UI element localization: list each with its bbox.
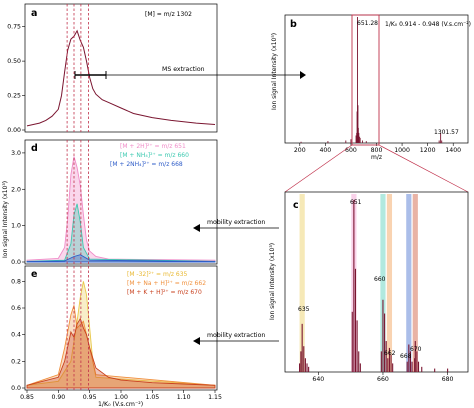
zoom-connector-left [284, 144, 353, 193]
panel-e-xtick-label: 1.10 [177, 394, 191, 401]
panel-c-peak-label-651: 651 [350, 199, 362, 206]
panel-c-band-635 [299, 194, 305, 372]
mobility-extraction-arrowhead-d [193, 224, 200, 232]
panel-a-frame [24, 3, 218, 133]
panel-e-xticks: 0.85 0.90 0.95 1.00 1.05 1.10 1.15 [20, 390, 222, 401]
panel-b-label: b [290, 19, 297, 30]
legend-d-651: [M + 2H]²⁺ = m/z 651 [120, 143, 186, 150]
panel-a-ytick-label: 0.50 [7, 58, 21, 65]
panel-c-band-670 [412, 194, 418, 372]
panel-e-xtick-label: 0.95 [83, 394, 97, 401]
panel-c-ylabel: Ion signal Intensity (x10³) [269, 243, 276, 320]
panel-e-series-area-1 [26, 305, 216, 389]
panel-a-annotation: [M] = m/z 1302 [145, 11, 192, 18]
panel-d-ylabel: Ion signal Intensity (x10³) [2, 181, 9, 258]
panel-a-mobilogram-line [26, 29, 216, 127]
panel-c-xtick-label: 640 [312, 376, 324, 383]
panel-e-xtick-label: 1.00 [114, 394, 128, 401]
panel-c-peak-label-670: 670 [410, 346, 422, 353]
panel-c-peak-label-668: 668 [400, 353, 412, 360]
panel-e-xtick-label: 0.90 [51, 394, 65, 401]
panel-e-series-area-0 [26, 281, 216, 389]
panel-d-frame [24, 139, 218, 265]
panel-b-xtick-label: 1000 [394, 147, 410, 154]
panel-b-xtick-label: 1400 [445, 147, 461, 154]
panel-e-ytick-label: 0.0 [11, 385, 21, 392]
panel-e-ytick-label: 0.4 [11, 332, 21, 339]
panel-d-ytick-label: 1.0 [11, 223, 21, 230]
panel-a: a [M] = m/z 1302 0.00 0.25 0.50 0.75 [7, 3, 218, 134]
panel-b-annotation: 1/K₀ 0.914 - 0.948 (V.s.cm⁻²) [385, 21, 471, 28]
panel-b-xlabel: m/z [371, 154, 382, 161]
panel-b-zoom-box [351, 14, 380, 146]
panel-e-label: e [31, 269, 37, 280]
panel-e-areas [26, 281, 216, 389]
panel-d: 0.0 1.0 2.0 3.0 d Ion signal Intensity (x10… [2, 139, 218, 266]
legend-d-668: [M + 2NH₄]²⁺ = m/z 668 [110, 161, 183, 168]
mobility-extraction-arrowhead-e [193, 337, 200, 345]
panel-c-peak-label-662: 662 [384, 350, 396, 357]
panel-e-ytick-label: 0.8 [11, 278, 21, 285]
panel-a-yticks: 0.00 0.25 0.50 0.75 [7, 24, 25, 134]
panel-b-xtick-label: 600 [345, 147, 357, 154]
panel-a-ytick-label: 0.00 [7, 127, 21, 134]
panel-c-label: c [293, 200, 299, 211]
ms-extraction-arrowhead [300, 71, 306, 79]
panel-c-xtick-label: 660 [377, 376, 389, 383]
panel-d-ytick-label: 3.0 [11, 150, 21, 157]
panel-a-label: a [31, 8, 37, 19]
panel-b-peaks [300, 17, 443, 143]
zoom-connector-right [378, 144, 469, 193]
panel-b-ylabel: Ion signal Intensity (x10⁵) [271, 33, 278, 110]
panel-c: 640 660 680 c Ion signal Intensity (x10³) … [269, 191, 469, 383]
panel-e: 0.0 0.2 0.4 0.6 0.8 0.85 0.90 0.95 1.00 1.05 1.10… [11, 265, 222, 408]
panel-e-xtick-label: 1.15 [208, 394, 222, 401]
panel-e-ytick-label: 0.2 [11, 358, 21, 365]
panel-e-ytick-label: 0.6 [11, 305, 21, 312]
panel-c-band-668 [406, 194, 412, 372]
panel-d-series-area-1 [26, 203, 216, 263]
panel-d-areas [26, 156, 216, 263]
legend-e-670: [M + K + H]²⁺ = m/z 670 [127, 289, 202, 296]
panel-e-yticks: 0.0 0.2 0.4 0.6 0.8 [11, 278, 25, 392]
panel-e-xlabel: 1/K₀ (V.s.cm⁻²) [98, 401, 143, 408]
mobility-guide-lines [66, 4, 89, 390]
panel-c-peak-label-660: 660 [374, 276, 386, 283]
legend-d-660: [M + NH₄]²⁺ = m/z 660 [120, 152, 189, 159]
panel-d-ytick-label: 2.0 [11, 186, 21, 193]
panel-c-xtick-label: 680 [442, 376, 454, 383]
panel-b-frame [284, 14, 469, 144]
panel-d-yticks: 0.0 1.0 2.0 3.0 [11, 150, 25, 266]
mobility-extraction-label-d: mobility extraction [207, 219, 265, 226]
panel-d-series-area-2 [26, 254, 216, 263]
legend-e-635: [M -32]²⁺ = m/z 635 [127, 271, 188, 278]
panel-d-ytick-label: 0.0 [11, 259, 21, 266]
panel-b: b 1/K₀ 0.914 - 0.948 (V.s.cm⁻²) Ion sign… [271, 14, 471, 161]
panel-b-xtick-label: 200 [294, 147, 306, 154]
panel-a-ytick-label: 0.25 [7, 93, 21, 100]
panel-e-xtick-label: 0.85 [20, 394, 34, 401]
panel-c-highlight-bands [299, 194, 418, 372]
panel-c-band-660 [380, 194, 386, 372]
panel-b-xtick-label: 1200 [420, 147, 436, 154]
panel-e-xtick-label: 1.05 [145, 394, 159, 401]
panel-c-frame [284, 191, 469, 373]
panel-b-peak-label-1301: 1301.57 [434, 129, 459, 136]
panel-b-peak-label-651: 651.28 [357, 20, 378, 27]
panel-d-label: d [31, 143, 38, 154]
panel-c-peak-label-635: 635 [298, 306, 310, 313]
panel-b-xticks: 200 400 600 800 1000 1200 1400 [294, 143, 461, 154]
panel-b-xtick-label: 400 [319, 147, 331, 154]
panel-c-xticks: 640 660 680 [312, 372, 454, 383]
mobility-extraction-label-e: mobility extraction [207, 332, 265, 339]
panel-d-series-area-0 [26, 156, 216, 263]
legend-e-662: [M + Na + H]²⁺ = m/z 662 [127, 280, 206, 287]
panel-a-ytick-label: 0.75 [7, 24, 21, 31]
ms-extraction-label: MS extraction [162, 66, 205, 73]
panel-b-xtick-label: 800 [371, 147, 383, 154]
panel-c-band-662 [386, 194, 393, 372]
panel-c-peaks [299, 200, 449, 372]
